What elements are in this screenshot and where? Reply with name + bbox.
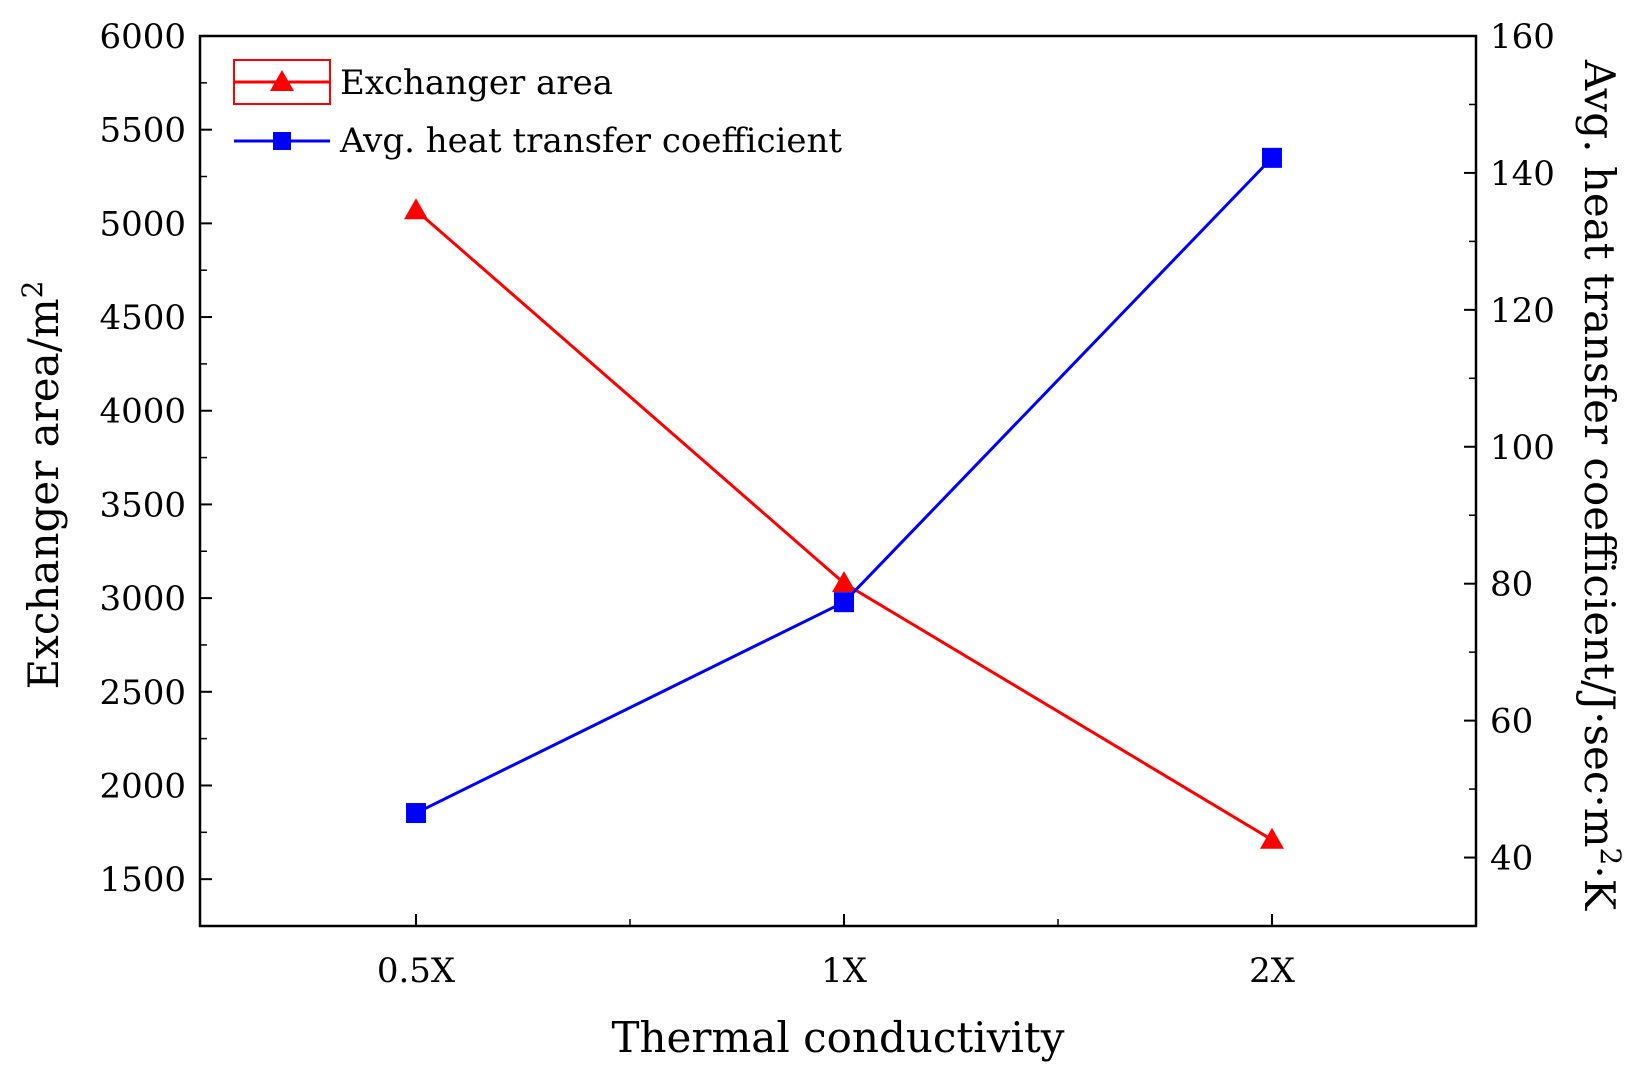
x-tick-label: 0.5X — [377, 951, 456, 991]
series-line-0 — [415, 209, 1273, 842]
legend-triangle-marker — [270, 70, 294, 91]
legend-square-marker — [273, 132, 291, 150]
right-y-axis-title: Avg. heat transfer coefficient/J·sec·m2·… — [1575, 59, 1627, 912]
left-y-tick-label: 4500 — [99, 298, 186, 338]
right-y-axis-title-text: Avg. heat transfer coefficient/J·sec·m — [1575, 59, 1624, 848]
right-y-tick-label: 100 — [1490, 428, 1555, 468]
left-y-tick-label: 6000 — [99, 17, 186, 57]
left-y-tick-label: 2000 — [99, 766, 186, 806]
series-layer — [404, 147, 1284, 849]
left-y-tick-label: 1500 — [99, 860, 186, 900]
legend-entry-exchanger-area: Exchanger area — [233, 59, 613, 105]
left-y-tick-label: 3500 — [99, 485, 186, 525]
left-y-axis-title-superscript: 2 — [16, 281, 49, 299]
x-axis-title: Thermal conductivity — [611, 1013, 1064, 1062]
series-line-1 — [415, 156, 1274, 815]
left-y-axis-title-text: Exchanger area/m — [19, 298, 68, 689]
legend-label-avg-heat-transfer: Avg. heat transfer coefficient — [339, 121, 842, 161]
data-point-square — [406, 803, 426, 824]
data-point-triangle — [832, 571, 856, 593]
left-y-tick-label: 3000 — [99, 579, 186, 619]
right-y-tick-label: 120 — [1490, 291, 1555, 331]
x-tick-label: 1X — [821, 951, 868, 991]
data-point-triangle — [404, 198, 428, 220]
legend: Exchanger area Avg. heat transfer coeffi… — [233, 59, 842, 161]
right-y-axis-title-superscript: 2 — [1594, 848, 1627, 866]
left-y-tick-label: 5500 — [99, 111, 186, 151]
x-tick-label: 2X — [1249, 951, 1296, 991]
right-y-tick-label: 60 — [1490, 702, 1533, 742]
left-y-tick-label: 4000 — [99, 392, 186, 432]
right-y-tick-label: 80 — [1490, 565, 1533, 605]
left-y-axis-title: Exchanger area/m2 — [16, 281, 68, 690]
legend-label-exchanger-area: Exchanger area — [340, 63, 613, 103]
right-y-tick-label: 140 — [1490, 154, 1555, 194]
plot-frame — [198, 34, 1478, 928]
legend-entry-avg-heat-transfer: Avg. heat transfer coefficient — [234, 121, 842, 161]
axes-layer: 1500 2000 2500 3000 3500 4000 4500 5000 5500 6000… — [99, 17, 1554, 991]
data-point-square — [834, 592, 854, 613]
right-y-tick-label: 40 — [1490, 839, 1533, 879]
right-y-tick-label: 160 — [1490, 17, 1555, 57]
left-y-tick-label: 5000 — [99, 204, 186, 244]
data-point-triangle — [1260, 827, 1284, 849]
data-point-square — [1262, 147, 1282, 168]
left-y-tick-label: 2500 — [99, 673, 186, 713]
right-y-axis-title-tail: ·K — [1575, 865, 1624, 911]
